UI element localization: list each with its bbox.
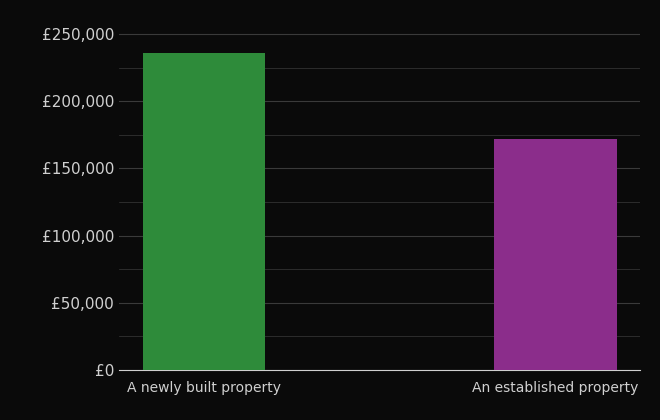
Bar bbox=[143, 53, 265, 370]
Bar bbox=[494, 139, 616, 370]
